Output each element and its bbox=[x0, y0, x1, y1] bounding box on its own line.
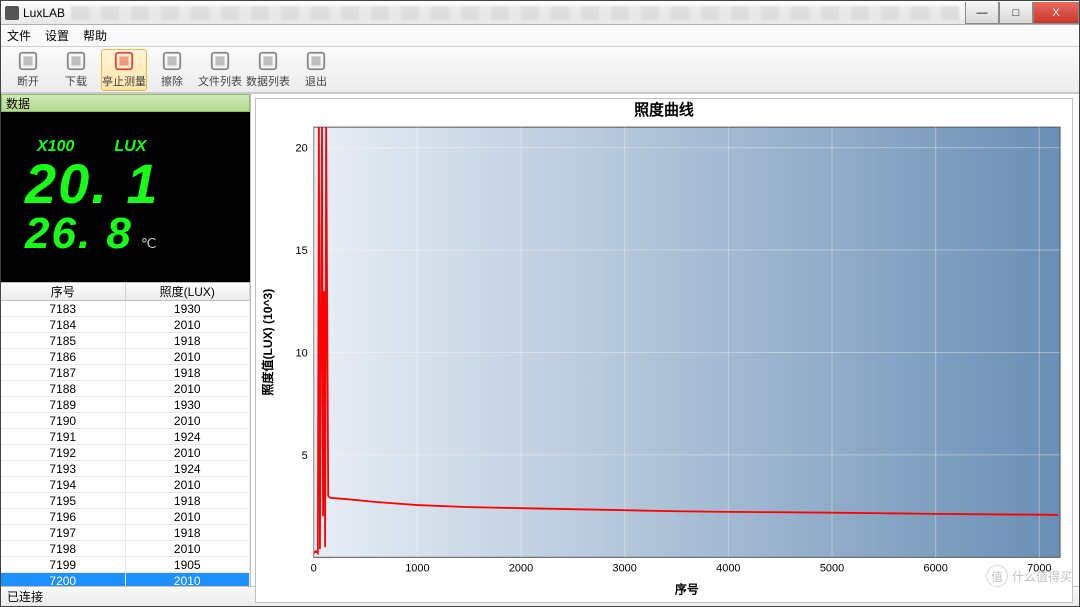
svg-text:5: 5 bbox=[302, 450, 308, 462]
app-icon bbox=[5, 6, 19, 20]
toolbar-download[interactable]: 下载 bbox=[53, 49, 99, 91]
lcd-temp-unit: ℃ bbox=[141, 235, 157, 252]
table-row[interactable]: 71842010 bbox=[1, 317, 250, 333]
toolbar-exit[interactable]: 退出 bbox=[293, 49, 339, 91]
left-pane: 数据 X100 LUX 20. 1 26. 8 ℃ 序号照度(LUX) 7183… bbox=[1, 94, 251, 586]
window-title: LuxLAB bbox=[23, 6, 71, 20]
table-row[interactable]: 71951918 bbox=[1, 493, 250, 509]
status-text: 已连接 bbox=[7, 588, 43, 605]
chart-title: 照度曲线 bbox=[634, 101, 694, 119]
table-row[interactable]: 71851918 bbox=[1, 333, 250, 349]
table-body[interactable]: 7183193071842010718519187186201071871918… bbox=[1, 301, 250, 586]
toolbar: 断开下载亭止测量擦除文件列表数据列表退出 bbox=[1, 47, 1079, 93]
data-list-icon bbox=[257, 50, 279, 72]
svg-text:0: 0 bbox=[311, 562, 317, 574]
table-col[interactable]: 照度(LUX) bbox=[126, 283, 251, 300]
lcd-value: 20. 1 bbox=[11, 156, 240, 212]
minimize-button[interactable]: — bbox=[965, 2, 999, 24]
svg-text:2000: 2000 bbox=[509, 562, 533, 574]
titlebar[interactable]: LuxLAB — □ X bbox=[1, 1, 1079, 25]
menu-1[interactable]: 设置 bbox=[45, 27, 69, 44]
svg-text:20: 20 bbox=[296, 143, 308, 155]
toolbar-data-list[interactable]: 数据列表 bbox=[245, 49, 291, 91]
table-col[interactable]: 序号 bbox=[1, 283, 126, 300]
plot-area bbox=[314, 127, 1060, 557]
table-row[interactable]: 71971918 bbox=[1, 525, 250, 541]
svg-text:7000: 7000 bbox=[1027, 562, 1051, 574]
table-row[interactable]: 71922010 bbox=[1, 445, 250, 461]
disconnect-icon bbox=[17, 50, 39, 72]
table-row[interactable]: 71882010 bbox=[1, 381, 250, 397]
erase-icon bbox=[161, 50, 183, 72]
table-row[interactable]: 71871918 bbox=[1, 365, 250, 381]
chart-pane: 照度曲线 0 1000 2000 3000 4000 5000 6000 7000 5 10 15 20… bbox=[251, 94, 1079, 586]
file-list-icon bbox=[209, 50, 231, 72]
table-row[interactable]: 71962010 bbox=[1, 509, 250, 525]
toolbar-stop-measure[interactable]: 亭止测量 bbox=[101, 49, 147, 91]
lcd-display: X100 LUX 20. 1 26. 8 ℃ bbox=[1, 112, 250, 282]
svg-text:15: 15 bbox=[296, 245, 308, 257]
stop-measure-icon bbox=[113, 50, 135, 72]
toolbar-file-list[interactable]: 文件列表 bbox=[197, 49, 243, 91]
table-row[interactable]: 71911924 bbox=[1, 429, 250, 445]
titlebar-blur bbox=[71, 6, 959, 20]
table-row[interactable]: 71991905 bbox=[1, 557, 250, 573]
toolbar-disconnect[interactable]: 断开 bbox=[5, 49, 51, 91]
maximize-button[interactable]: □ bbox=[999, 2, 1033, 24]
svg-text:6000: 6000 bbox=[923, 562, 947, 574]
x-axis-label: 序号 bbox=[675, 581, 699, 596]
data-panel-header: 数据 bbox=[1, 94, 250, 112]
window-buttons: — □ X bbox=[965, 1, 1079, 24]
table-row[interactable]: 71862010 bbox=[1, 349, 250, 365]
content: 数据 X100 LUX 20. 1 26. 8 ℃ 序号照度(LUX) 7183… bbox=[1, 93, 1079, 586]
svg-text:4000: 4000 bbox=[716, 562, 740, 574]
chart-svg: 照度曲线 0 1000 2000 3000 4000 5000 6000 7000 5 10 15 20… bbox=[256, 99, 1072, 602]
menu-2[interactable]: 帮助 bbox=[83, 27, 107, 44]
data-table: 序号照度(LUX) 718319307184201071851918718620… bbox=[1, 282, 250, 586]
y-axis-label: 照度值(LUX) (10^3) bbox=[260, 289, 275, 396]
download-icon bbox=[65, 50, 87, 72]
app-window: LuxLAB — □ X 文件设置帮助 断开下载亭止测量擦除文件列表数据列表退出… bbox=[0, 0, 1080, 607]
table-row[interactable]: 71902010 bbox=[1, 413, 250, 429]
table-row[interactable]: 71831930 bbox=[1, 301, 250, 317]
exit-icon bbox=[305, 50, 327, 72]
chart-box[interactable]: 照度曲线 0 1000 2000 3000 4000 5000 6000 7000 5 10 15 20… bbox=[255, 98, 1073, 603]
svg-text:5000: 5000 bbox=[820, 562, 844, 574]
close-button[interactable]: X bbox=[1033, 2, 1079, 24]
table-row[interactable]: 71891930 bbox=[1, 397, 250, 413]
svg-text:1000: 1000 bbox=[405, 562, 429, 574]
table-row[interactable]: 71942010 bbox=[1, 477, 250, 493]
toolbar-erase[interactable]: 擦除 bbox=[149, 49, 195, 91]
lcd-temperature: 26. 8 bbox=[25, 212, 133, 256]
svg-text:3000: 3000 bbox=[613, 562, 637, 574]
table-row[interactable]: 72002010 bbox=[1, 573, 250, 586]
table-row[interactable]: 71982010 bbox=[1, 541, 250, 557]
menubar: 文件设置帮助 bbox=[1, 25, 1079, 47]
svg-text:10: 10 bbox=[296, 347, 308, 359]
table-row[interactable]: 71931924 bbox=[1, 461, 250, 477]
table-header: 序号照度(LUX) bbox=[1, 283, 250, 301]
menu-0[interactable]: 文件 bbox=[7, 27, 31, 44]
